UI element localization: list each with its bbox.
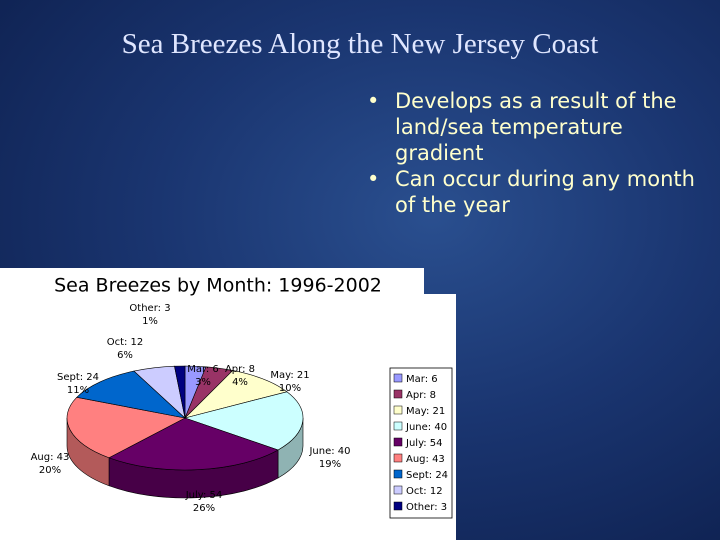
slice-label: June: 40 19% <box>308 446 350 470</box>
slice-label-name: June: 40 <box>308 446 350 457</box>
pie-slice <box>76 370 186 419</box>
pie-slice <box>174 365 186 419</box>
bullet: Develops as a result of the land/sea tem… <box>365 88 705 166</box>
slice-label: Other: 3 1% <box>129 303 170 327</box>
legend-label: Other: 3 <box>406 502 447 513</box>
legend-swatch <box>393 453 403 463</box>
slice-label-percent: 20% <box>39 465 61 476</box>
legend-label: June: 40 <box>405 422 447 433</box>
slice-label: Aug: 43 20% <box>31 452 70 476</box>
slice-label-name: Mar: 6 <box>187 364 219 375</box>
slice-label-percent: 6% <box>117 350 133 361</box>
legend-swatch <box>393 437 403 447</box>
legend-label: Mar: 6 <box>406 374 438 385</box>
slice-label-name: Apr: 8 <box>225 364 255 375</box>
slice-label-percent: 11% <box>67 385 89 396</box>
slice-label-percent: 4% <box>232 377 248 388</box>
bullet-list: Develops as a result of the land/sea tem… <box>365 88 705 218</box>
legend-swatch <box>393 501 403 511</box>
slice-label: Apr: 8 4% <box>225 364 255 388</box>
slice-label-name: Oct: 12 <box>107 337 144 348</box>
slice-label-name: Other: 3 <box>129 303 170 314</box>
slice-label: Sept: 24 11% <box>57 372 99 396</box>
slide-title: Sea Breezes Along the New Jersey Coast <box>121 28 599 60</box>
legend-swatch <box>393 421 403 431</box>
legend-label: May: 21 <box>406 406 445 417</box>
slice-label: Mar: 6 3% <box>187 364 219 388</box>
slice-label-percent: 10% <box>279 383 301 394</box>
legend-swatch <box>393 389 403 399</box>
slice-label-name: July: 54 <box>185 490 223 501</box>
legend-label: Aug: 43 <box>406 454 445 465</box>
slice-label-percent: 19% <box>319 459 341 470</box>
slice-label-percent: 1% <box>142 316 158 327</box>
chart: Sea Breezes by Month: 1996-2002 Mar: 6 3%… <box>0 268 456 540</box>
legend-label: July: 54 <box>405 438 443 449</box>
chart-title-box <box>0 268 424 302</box>
legend-label: Sept: 24 <box>406 470 448 481</box>
pie-slice <box>108 417 279 471</box>
legend-swatch <box>393 485 403 495</box>
slice-label: July: 54 26% <box>185 490 223 514</box>
pie-slice <box>183 391 304 451</box>
legend-label: Apr: 8 <box>406 390 436 401</box>
bullet: Can occur during any month of the year <box>365 166 705 218</box>
legend-swatch <box>393 469 403 479</box>
legend-label: Oct: 12 <box>406 486 443 497</box>
slice-label-percent: 26% <box>193 503 215 514</box>
legend-swatch <box>393 373 403 383</box>
slice-label: Oct: 12 6% <box>107 337 144 361</box>
legend-swatch <box>393 405 403 415</box>
pie-slice <box>184 370 288 419</box>
slice-label-name: May: 21 <box>270 370 309 381</box>
chart-title: Sea Breezes by Month: 1996-2002 <box>54 275 382 297</box>
slice-label: May: 21 10% <box>270 370 309 394</box>
slice-label-percent: 3% <box>195 377 211 388</box>
slice-label-name: Aug: 43 <box>31 452 70 463</box>
slice-label-name: Sept: 24 <box>57 372 99 383</box>
